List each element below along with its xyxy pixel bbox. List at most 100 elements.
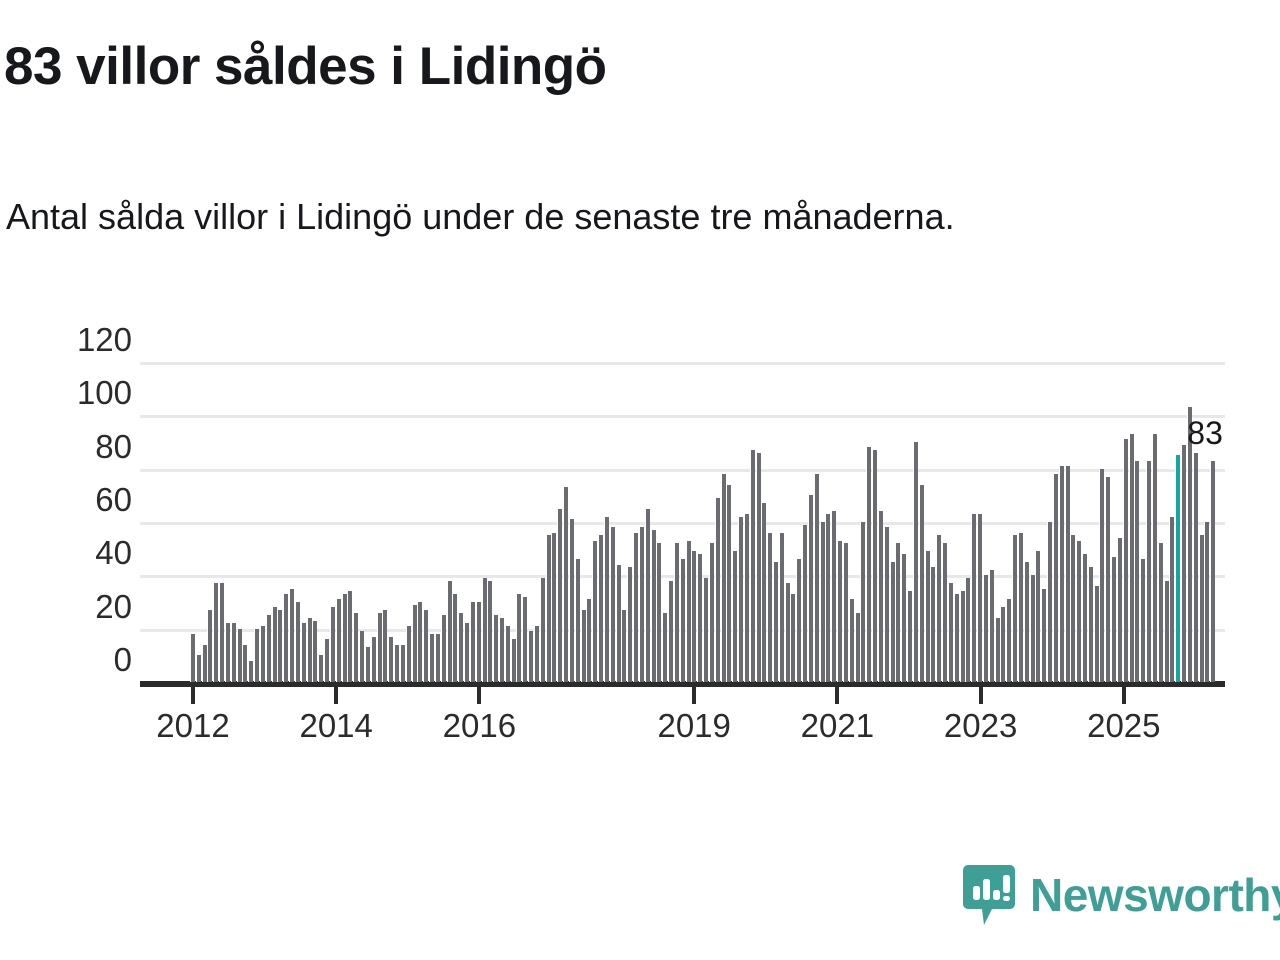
bar[interactable] xyxy=(656,543,662,682)
bar[interactable] xyxy=(423,610,429,682)
bar[interactable] xyxy=(417,602,423,682)
bar[interactable] xyxy=(1087,567,1093,682)
bar[interactable] xyxy=(977,514,983,682)
bar[interactable] xyxy=(429,634,435,682)
bar[interactable] xyxy=(924,551,930,682)
bar[interactable] xyxy=(557,508,563,682)
bar[interactable] xyxy=(434,634,440,682)
bar[interactable] xyxy=(732,551,738,682)
bar[interactable] xyxy=(318,655,324,682)
bar[interactable] xyxy=(271,607,277,682)
bar[interactable] xyxy=(609,527,615,682)
bar[interactable] xyxy=(388,636,394,682)
bar[interactable] xyxy=(953,594,959,682)
bar[interactable] xyxy=(277,610,283,682)
bar[interactable] xyxy=(516,594,522,682)
bar[interactable] xyxy=(265,615,271,682)
bar[interactable] xyxy=(1128,434,1134,682)
bar[interactable] xyxy=(679,559,685,682)
bar[interactable] xyxy=(586,599,592,682)
bar[interactable] xyxy=(790,594,796,682)
bar[interactable] xyxy=(761,503,767,682)
bar[interactable] xyxy=(440,615,446,682)
bar[interactable] xyxy=(1041,588,1047,682)
bar[interactable] xyxy=(755,452,761,682)
bar[interactable] xyxy=(528,631,534,682)
bar[interactable] xyxy=(644,508,650,682)
bar[interactable] xyxy=(1163,580,1169,682)
bar[interactable] xyxy=(219,583,225,682)
bar[interactable] xyxy=(662,612,668,682)
bar[interactable] xyxy=(778,532,784,682)
bar[interactable] xyxy=(1058,466,1064,682)
bar[interactable] xyxy=(708,543,714,682)
bar[interactable] xyxy=(254,628,260,682)
bar[interactable] xyxy=(1099,468,1105,682)
bar[interactable] xyxy=(370,636,376,682)
bar[interactable] xyxy=(504,626,510,682)
bar[interactable] xyxy=(568,519,574,682)
bar[interactable] xyxy=(201,644,207,682)
bar[interactable] xyxy=(1146,460,1152,682)
bar[interactable] xyxy=(1052,474,1058,682)
bar[interactable] xyxy=(685,540,691,682)
bar[interactable] xyxy=(889,562,895,682)
bar[interactable] xyxy=(446,580,452,682)
bar[interactable] xyxy=(959,591,965,682)
bar[interactable] xyxy=(749,450,755,682)
bar[interactable] xyxy=(551,532,557,682)
bar[interactable] xyxy=(965,578,971,682)
bar[interactable] xyxy=(842,543,848,682)
bar[interactable] xyxy=(1186,407,1192,682)
bar[interactable] xyxy=(574,559,580,682)
bar[interactable] xyxy=(1122,439,1128,682)
bar[interactable] xyxy=(224,623,230,682)
bar[interactable] xyxy=(621,610,627,682)
bar[interactable] xyxy=(230,623,236,682)
bar[interactable] xyxy=(195,655,201,682)
bar[interactable] xyxy=(248,660,254,682)
bar[interactable] xyxy=(691,551,697,682)
bar[interactable] xyxy=(1017,532,1023,682)
bar-highlighted[interactable] xyxy=(1175,455,1181,682)
bar[interactable] xyxy=(464,623,469,682)
bar[interactable] xyxy=(1116,538,1122,682)
bar[interactable] xyxy=(294,602,300,682)
bar[interactable] xyxy=(743,514,749,682)
bar[interactable] xyxy=(1151,434,1157,682)
bar[interactable] xyxy=(598,535,604,682)
bar[interactable] xyxy=(353,612,359,682)
bar[interactable] xyxy=(877,511,883,682)
bar[interactable] xyxy=(1047,522,1052,682)
bar[interactable] xyxy=(813,474,819,682)
bar[interactable] xyxy=(895,543,901,682)
bar[interactable] xyxy=(802,524,808,682)
bar[interactable] xyxy=(347,591,353,682)
bar[interactable] xyxy=(481,578,487,682)
bar[interactable] xyxy=(1023,562,1029,682)
bar[interactable] xyxy=(545,535,551,682)
bar[interactable] xyxy=(697,554,703,682)
bar[interactable] xyxy=(673,543,679,682)
bar[interactable] xyxy=(638,527,644,682)
bar[interactable] xyxy=(522,596,528,682)
bar[interactable] xyxy=(848,599,854,682)
bar[interactable] xyxy=(720,474,726,682)
bar[interactable] xyxy=(1181,444,1187,682)
bar[interactable] xyxy=(837,540,843,682)
bar[interactable] xyxy=(1035,551,1041,682)
bar[interactable] xyxy=(668,580,674,682)
bar[interactable] xyxy=(452,594,458,682)
bar[interactable] xyxy=(872,450,878,682)
bar[interactable] xyxy=(773,562,778,682)
bar[interactable] xyxy=(213,583,219,682)
bar[interactable] xyxy=(300,623,306,682)
bar[interactable] xyxy=(1204,522,1210,682)
bar[interactable] xyxy=(854,612,860,682)
bar[interactable] xyxy=(714,498,720,682)
bar[interactable] xyxy=(475,602,481,682)
bar[interactable] xyxy=(738,516,744,682)
bar[interactable] xyxy=(767,532,773,682)
bar[interactable] xyxy=(627,567,633,682)
bar[interactable] xyxy=(1081,554,1087,682)
